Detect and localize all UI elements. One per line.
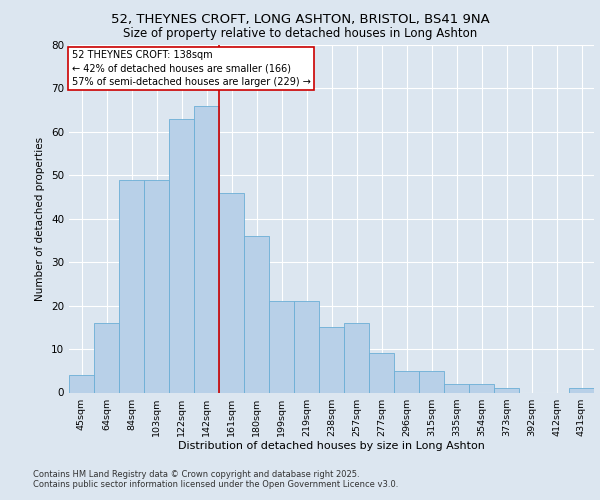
Bar [119,180,144,392]
Bar [194,106,219,393]
Text: 52, THEYNES CROFT, LONG ASHTON, BRISTOL, BS41 9NA: 52, THEYNES CROFT, LONG ASHTON, BRISTOL,… [110,12,490,26]
Bar [244,236,269,392]
Y-axis label: Number of detached properties: Number of detached properties [35,136,46,301]
Bar [344,323,369,392]
Bar [219,192,244,392]
Bar [94,323,119,392]
X-axis label: Distribution of detached houses by size in Long Ashton: Distribution of detached houses by size … [178,442,485,452]
Bar [319,328,344,392]
Bar [294,302,319,392]
Text: 52 THEYNES CROFT: 138sqm
← 42% of detached houses are smaller (166)
57% of semi-: 52 THEYNES CROFT: 138sqm ← 42% of detach… [71,50,311,86]
Bar [419,371,444,392]
Bar [269,302,294,392]
Bar [469,384,494,392]
Bar [369,354,394,393]
Bar [494,388,519,392]
Bar [569,388,594,392]
Text: Contains HM Land Registry data © Crown copyright and database right 2025.
Contai: Contains HM Land Registry data © Crown c… [33,470,398,489]
Bar [394,371,419,392]
Bar [144,180,169,392]
Bar [69,375,94,392]
Bar [444,384,469,392]
Bar [169,119,194,392]
Text: Size of property relative to detached houses in Long Ashton: Size of property relative to detached ho… [123,28,477,40]
